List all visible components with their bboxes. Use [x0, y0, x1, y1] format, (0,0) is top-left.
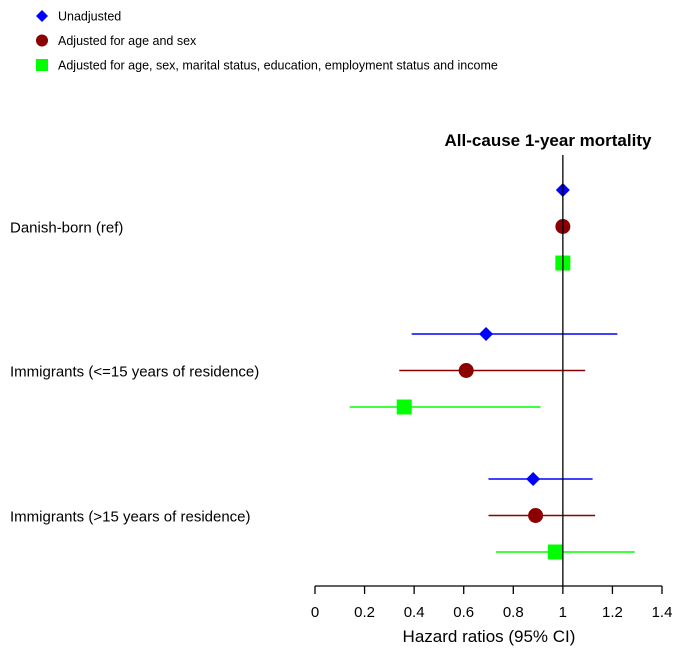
- legend-marker-circle: [36, 34, 48, 47]
- x-axis-label: Hazard ratios (95% CI): [403, 627, 576, 646]
- row-label: Danish-born (ref): [10, 220, 123, 237]
- point-circle: [528, 508, 544, 523]
- legend-label: Unadjusted: [58, 10, 121, 24]
- row-label: Immigrants (>15 years of residence): [10, 509, 251, 526]
- x-tick-label: 1.2: [602, 604, 623, 621]
- legend-marker-square: [36, 59, 48, 71]
- row-label: Immigrants (<=15 years of residence): [10, 364, 259, 381]
- x-tick-label: 0: [311, 604, 319, 621]
- x-axis: 0 0.2 0.4 0.6 0.8 1 1.2 1.4: [311, 585, 673, 621]
- row-labels: Danish-born (ref) Immigrants (<=15 years …: [10, 220, 259, 526]
- legend-label: Adjusted for age, sex, marital status, e…: [58, 59, 498, 73]
- point-diamond: [479, 327, 494, 341]
- x-tick-label: 0.6: [453, 604, 474, 621]
- point-square: [547, 544, 563, 560]
- point-diamond: [526, 472, 541, 486]
- point-square: [396, 399, 412, 415]
- legend-label: Adjusted for age and sex: [58, 34, 197, 48]
- x-tick-label: 0.2: [354, 604, 375, 621]
- legend-marker-diamond: [36, 10, 48, 22]
- x-tick-label: 0.4: [404, 604, 425, 621]
- plot-marks: [349, 155, 635, 586]
- legend: Unadjusted Adjusted for age and sex Adjust…: [36, 10, 498, 73]
- x-tick-label: 0.8: [503, 604, 524, 621]
- x-tick-label: 1: [559, 604, 567, 621]
- chart-title: All-cause 1-year mortality: [445, 131, 652, 150]
- x-tick-label: 1.4: [652, 604, 673, 621]
- point-circle: [458, 363, 474, 378]
